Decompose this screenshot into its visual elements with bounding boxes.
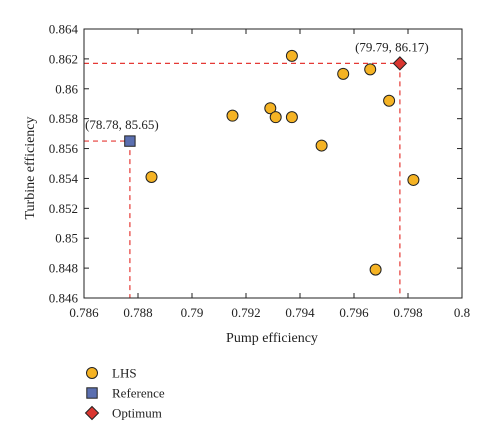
- legend-optimum-icon: [84, 405, 100, 421]
- legend-lhs-icon: [86, 367, 98, 379]
- legend-entry-lhs: LHS: [86, 366, 137, 381]
- y-tick-label: 0.846: [49, 291, 79, 306]
- x-tick-label: 0.788: [123, 305, 152, 320]
- legend-optimum-label: Optimum: [112, 406, 162, 421]
- legend-reference-label: Reference: [112, 386, 165, 401]
- y-tick-label: 0.864: [49, 22, 79, 37]
- axes-layer: [83, 28, 463, 299]
- x-tick-label: 0.794: [285, 305, 315, 320]
- x-tick-label: 0.8: [454, 305, 470, 320]
- point-annotation: (78.78, 85.65): [85, 117, 159, 132]
- y-tick-label: 0.86: [55, 81, 78, 96]
- plot-frame: [83, 28, 463, 299]
- reference-point: [124, 135, 136, 147]
- legend-reference-icon: [86, 387, 98, 399]
- lhs-point: [315, 139, 328, 152]
- x-tick-label: 0.798: [393, 305, 422, 320]
- x-tick-label: 0.786: [69, 305, 99, 320]
- lhs-point: [285, 49, 298, 62]
- lhs-point: [337, 67, 350, 80]
- lhs-point: [407, 173, 420, 186]
- y-tick-label: 0.848: [49, 261, 78, 276]
- legend-entry-optimum: Optimum: [84, 405, 162, 421]
- y-tick-label: 0.858: [49, 111, 78, 126]
- y-tick-label: 0.854: [49, 171, 79, 186]
- annotations-layer: (78.78, 85.65) (79.79, 86.17): [85, 39, 429, 132]
- x-tick-label: 0.792: [231, 305, 260, 320]
- legend-entry-reference: Reference: [86, 386, 165, 401]
- lhs-point: [285, 111, 298, 124]
- y-axis-title: Turbine efficiency: [23, 116, 38, 219]
- x-tick-label: 0.796: [339, 305, 369, 320]
- legend-lhs-label: LHS: [112, 366, 137, 381]
- y-tick-label: 0.852: [49, 201, 78, 216]
- legend: LHS Reference Optimum: [84, 366, 165, 421]
- point-annotation: (79.79, 86.17): [355, 39, 429, 54]
- x-tick-label: 0.79: [181, 305, 204, 320]
- lhs-point: [264, 102, 277, 115]
- lhs-point: [364, 63, 377, 76]
- guide-lines-layer: [84, 62, 401, 298]
- y-tick-label: 0.862: [49, 51, 78, 66]
- lhs-point: [226, 109, 239, 122]
- x-axis-title: Pump efficiency: [226, 331, 318, 346]
- lhs-point: [145, 170, 158, 183]
- y-tick-label: 0.856: [49, 141, 79, 156]
- lhs-point: [369, 263, 382, 276]
- ticks-layer: 0.786 0.788 0.79 0.792 0.794 0.796 0.798 0.8 0.8…: [49, 22, 470, 321]
- lhs-point: [383, 94, 396, 107]
- optimum-point: [392, 56, 408, 71]
- points-layer: [124, 49, 420, 276]
- y-tick-label: 0.85: [55, 231, 78, 246]
- lhs-point: [269, 111, 282, 124]
